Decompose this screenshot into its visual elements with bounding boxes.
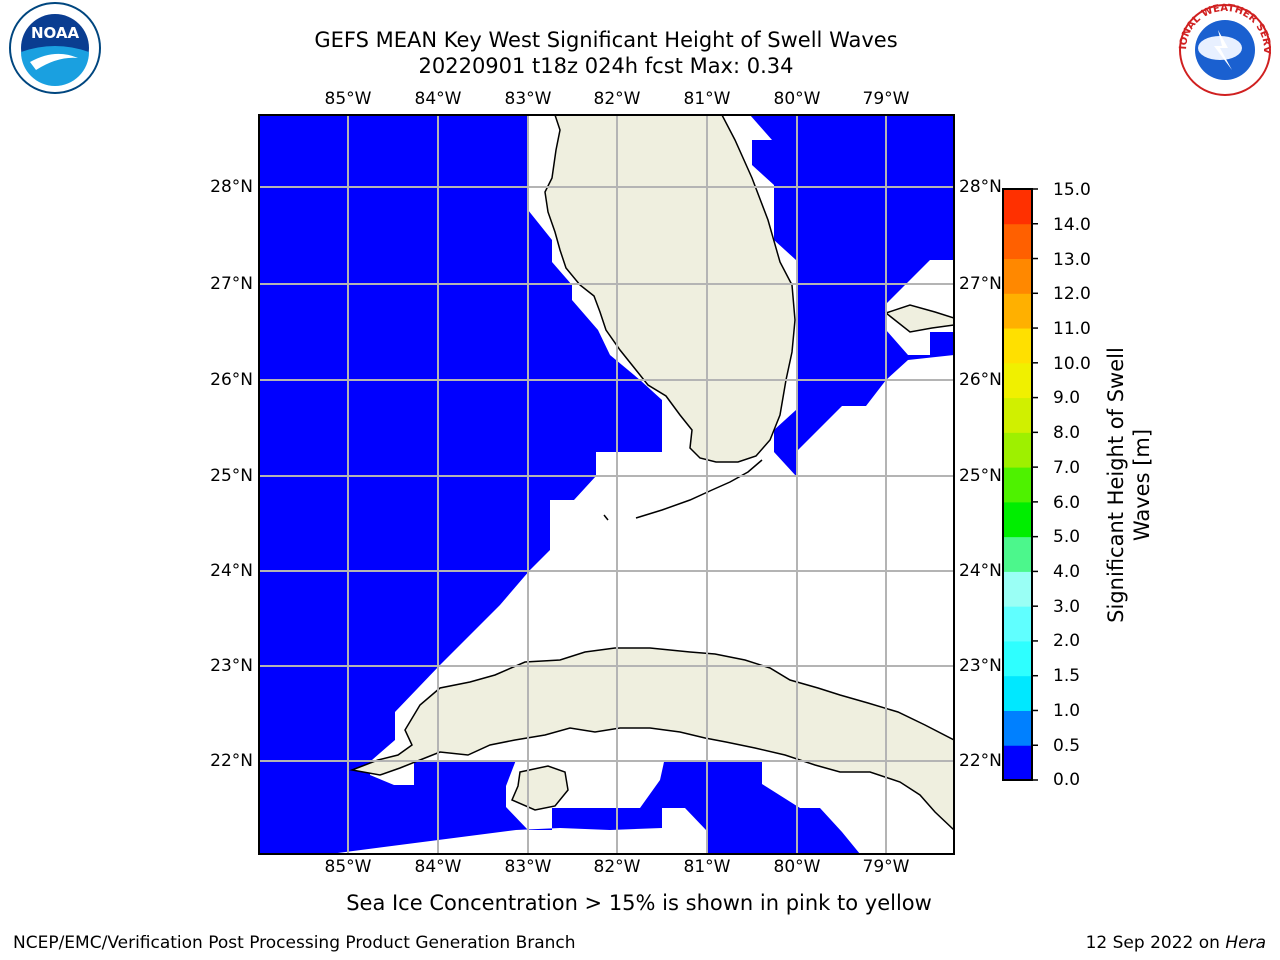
colorbar-swatch — [1003, 571, 1032, 607]
lon-label-bottom: 81°W — [683, 857, 731, 877]
colorbar-label: 1.5 — [1053, 666, 1081, 686]
lat-label-left: 22°N — [210, 751, 253, 771]
lat-label-right: 24°N — [959, 561, 1002, 581]
chart-title: GEFS MEAN Key West Significant Height of… — [314, 28, 898, 52]
map-frame — [258, 114, 955, 855]
lon-label-top: 82°W — [593, 89, 641, 109]
colorbar-swatch — [1003, 293, 1032, 329]
lat-label-left: 26°N — [210, 370, 253, 390]
lat-label-left: 24°N — [210, 561, 253, 581]
lat-label-right: 22°N — [959, 751, 1002, 771]
lon-label-top: 83°W — [504, 89, 552, 109]
credit-date-text: 12 Sep 2022 on — [1085, 933, 1226, 953]
colorbar-swatch — [1003, 467, 1032, 503]
colorbar-label: 8.0 — [1053, 423, 1081, 443]
lon-label-top: 81°W — [683, 89, 731, 109]
lat-label-right: 23°N — [959, 656, 1002, 676]
lat-label-right: 28°N — [959, 177, 1002, 197]
colorbar-swatch — [1003, 606, 1032, 642]
lat-label-left: 27°N — [210, 274, 253, 294]
colorbar-label: 14.0 — [1053, 215, 1091, 235]
lon-label-bottom: 80°W — [773, 857, 821, 877]
colorbar-swatch — [1003, 536, 1032, 572]
andros-island — [884, 304, 954, 333]
sea-ice-note: Sea Ice Concentration > 15% is shown in … — [346, 891, 932, 915]
colorbar-label: 11.0 — [1053, 319, 1091, 339]
lon-label-top: 80°W — [773, 89, 821, 109]
lon-label-top: 84°W — [414, 89, 462, 109]
colorbar-title: Significant Height of Swell Waves [m] — [1104, 347, 1154, 623]
lat-label-left: 25°N — [210, 466, 253, 486]
colorbar-label: 6.0 — [1053, 493, 1081, 513]
colorbar-label: 3.0 — [1053, 597, 1081, 617]
colorbar-swatch — [1003, 675, 1032, 711]
lat-label-right: 26°N — [959, 370, 1002, 390]
lon-label-bottom: 85°W — [324, 857, 372, 877]
colorbar-label: 7.0 — [1053, 458, 1081, 478]
colorbar-swatch — [1003, 258, 1032, 294]
lat-label-left: 23°N — [210, 656, 253, 676]
credit-branch: NCEP/EMC/Verification Post Processing Pr… — [13, 933, 576, 953]
land — [349, 115, 954, 832]
colorbar-label: 5.0 — [1053, 527, 1081, 547]
wave-field-south-channel — [259, 787, 330, 854]
colorbar-label: 12.0 — [1053, 284, 1091, 304]
colorbar-label: 10.0 — [1053, 354, 1091, 374]
cuba — [349, 647, 954, 832]
colorbar-swatch — [1003, 710, 1032, 746]
wave-field — [259, 115, 954, 854]
lon-label-top: 79°W — [862, 89, 910, 109]
wave-field-west-gulf — [259, 115, 860, 854]
florida-keys — [603, 459, 763, 521]
colorbar-swatch — [1003, 745, 1032, 781]
wave-field-windward — [660, 762, 708, 808]
colorbar-label: 9.0 — [1053, 388, 1081, 408]
lon-label-top: 85°W — [324, 89, 372, 109]
credit-host: Hera — [1225, 933, 1266, 953]
lon-label-bottom: 82°W — [593, 857, 641, 877]
colorbar-ticks — [1032, 188, 1038, 781]
lon-label-bottom: 83°W — [504, 857, 552, 877]
noaa-logo-text: NOAA — [31, 24, 80, 42]
wave-field-atlantic — [750, 115, 954, 476]
isla-de-la-juventud — [511, 765, 569, 811]
nws-logo: NATIONAL WEATHER SERVICE — [1170, 0, 1272, 96]
colorbar-label: 2.0 — [1053, 631, 1081, 651]
florida-peninsula — [544, 115, 796, 463]
colorbar-label: 4.0 — [1053, 562, 1081, 582]
lon-label-bottom: 84°W — [414, 857, 462, 877]
chart-subtitle: 20220901 t18z 024h fcst Max: 0.34 — [418, 54, 794, 78]
lat-label-right: 25°N — [959, 466, 1002, 486]
colorbar-swatch — [1003, 640, 1032, 677]
lon-label-bottom: 79°W — [862, 857, 910, 877]
colorbar-label: 0.0 — [1053, 770, 1081, 790]
credit-date: 12 Sep 2022 on Hera — [1086, 933, 1266, 953]
colorbar-label: 13.0 — [1053, 250, 1091, 270]
colorbar-frame — [1002, 188, 1033, 781]
lat-label-left: 28°N — [210, 177, 253, 197]
colorbar-swatch — [1003, 223, 1032, 260]
colorbar — [1003, 189, 1032, 781]
colorbar-swatch — [1003, 397, 1032, 433]
colorbar-swatch — [1003, 189, 1032, 225]
colorbar-swatch — [1003, 328, 1032, 364]
colorbar-label: 1.0 — [1053, 701, 1081, 721]
colorbar-label: 0.5 — [1053, 736, 1081, 756]
colorbar-swatch — [1003, 432, 1032, 468]
noaa-logo: NOAA — [9, 2, 101, 94]
lat-label-right: 27°N — [959, 274, 1002, 294]
colorbar-label: 15.0 — [1053, 180, 1091, 200]
colorbar-swatch — [1003, 501, 1032, 538]
gridlines — [259, 115, 954, 854]
colorbar-swatch — [1003, 362, 1032, 399]
